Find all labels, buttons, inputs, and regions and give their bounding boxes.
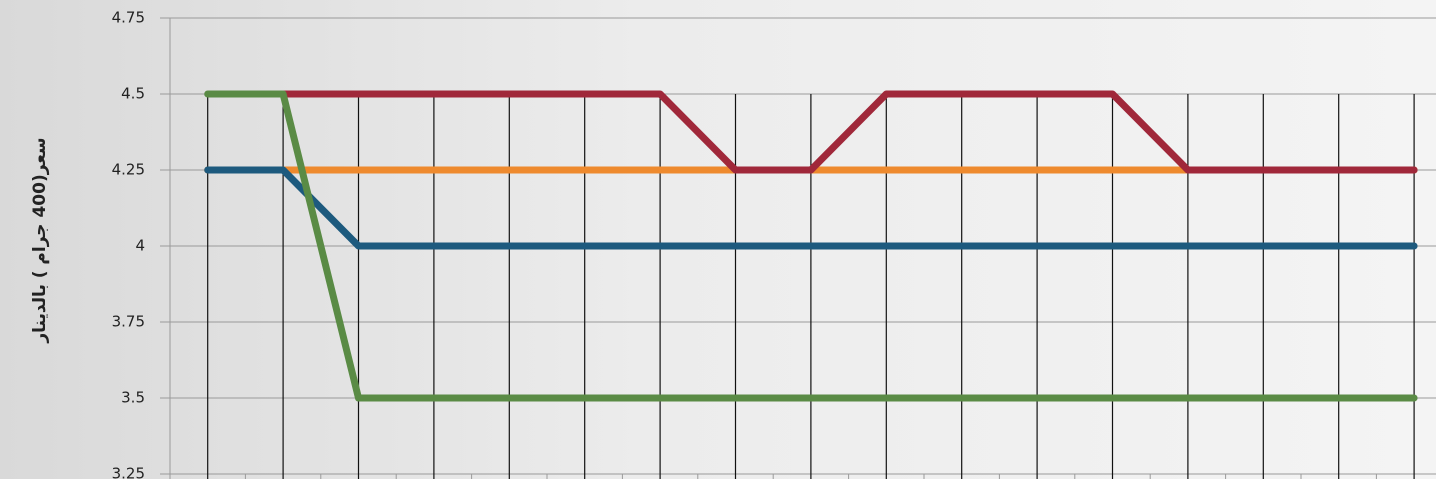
y-tick-label: 4.75: [112, 9, 145, 27]
series-line: [279, 90, 1418, 174]
y-tick-label: 4.5: [121, 85, 145, 103]
y-tick-label: 4: [135, 237, 145, 255]
series-line: [204, 166, 1418, 250]
y-axis-label: سعر(400 جرام ) بالدينار: [30, 137, 50, 343]
y-tick-label: 3.25: [112, 465, 145, 479]
y-tick-label: 4.25: [112, 161, 145, 179]
y-tick-label: 3.75: [112, 313, 145, 331]
series-line: [204, 90, 1418, 402]
y-tick-label: 3.5: [121, 389, 145, 407]
